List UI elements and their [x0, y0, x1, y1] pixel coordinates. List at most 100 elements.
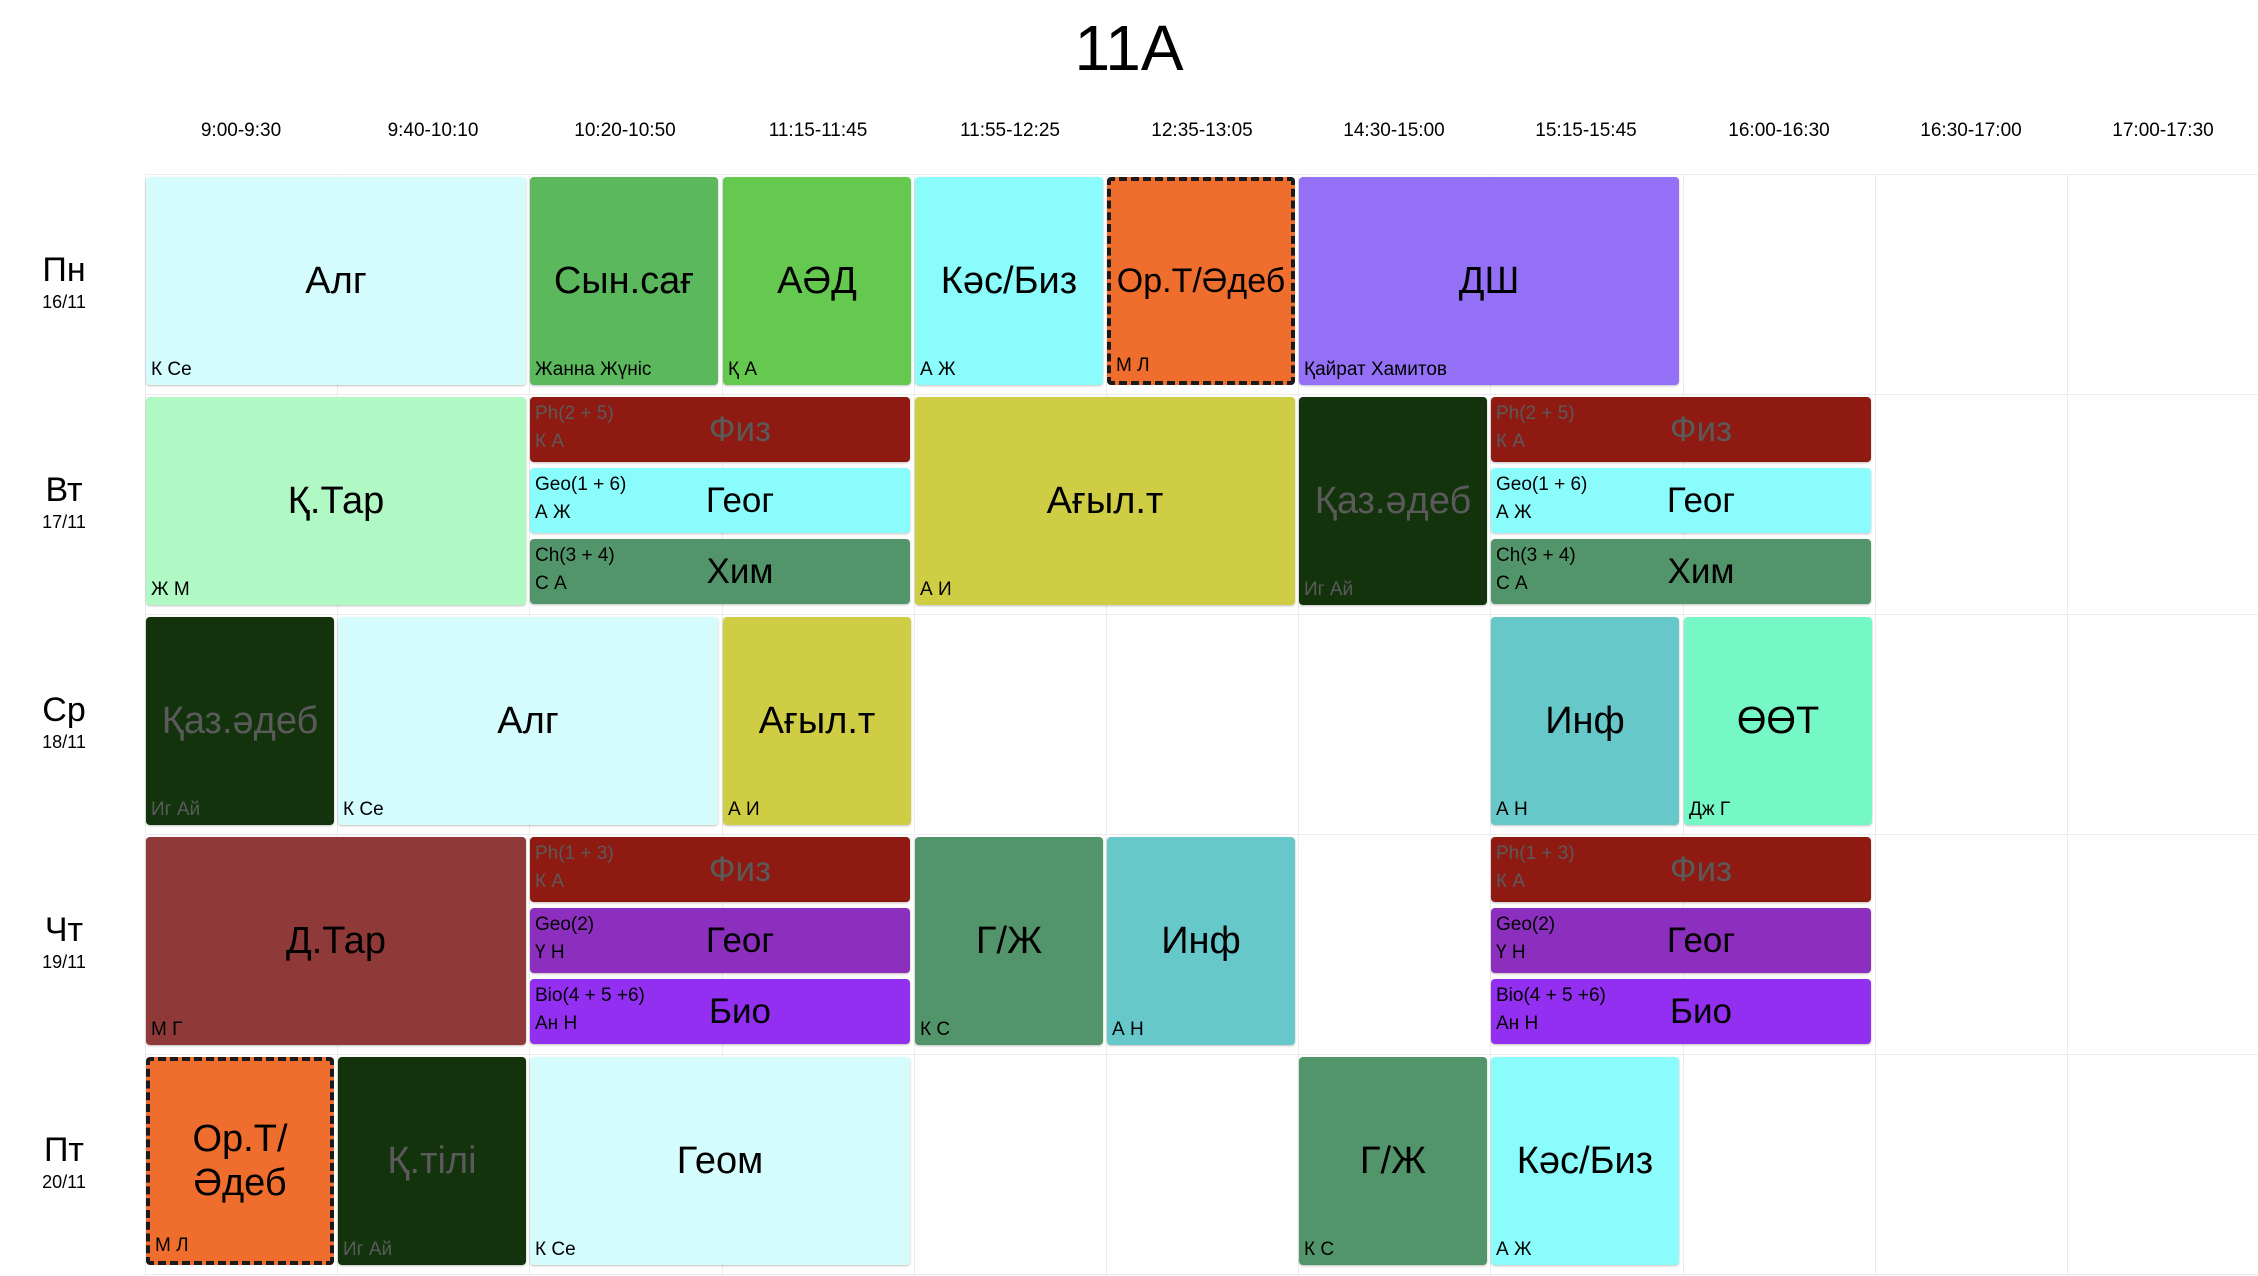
lesson-cell[interactable]: Алг К Се	[338, 617, 718, 825]
lesson-subject: Алг	[305, 260, 367, 302]
lesson-subject: Сын.сағ	[553, 260, 695, 302]
lesson-subject: Геом	[676, 1140, 764, 1182]
day-label: Ср 18/11	[0, 690, 128, 754]
lesson-cell[interactable]: Хим Ch(3 + 4) С А	[530, 539, 910, 604]
lesson-teacher: С А	[535, 573, 567, 594]
lesson-subject: Инф	[1161, 920, 1241, 962]
lesson-cell[interactable]: Ағыл.т А И	[723, 617, 911, 825]
lesson-teacher: Ан Н	[1496, 1013, 1539, 1034]
day-date: 19/11	[42, 952, 86, 972]
day-label: Пн 16/11	[0, 250, 128, 314]
lesson-cell[interactable]: Инф А Н	[1491, 617, 1679, 825]
lesson-group: Geo(1 + 6)	[1496, 474, 1588, 495]
lesson-cell[interactable]: Геог Geo(2) Ү Н	[530, 908, 910, 973]
lesson-teacher: М Л	[1116, 355, 1150, 376]
lesson-subject: Био	[709, 991, 771, 1031]
lesson-subject: АӘД	[777, 260, 857, 302]
lesson-teacher: Ү Н	[1496, 942, 1526, 963]
lesson-cell[interactable]: Физ Ph(2 + 5) К А	[530, 397, 910, 462]
lesson-cell[interactable]: Геом К Се	[530, 1057, 910, 1265]
lesson-cell[interactable]: Сын.сағ Жанна Жүніс	[530, 177, 718, 385]
lesson-teacher: К Се	[535, 1239, 576, 1260]
lesson-teacher: К А	[535, 431, 565, 452]
grid-line-horizontal	[145, 174, 2258, 175]
time-slot-header: 17:00-17:30	[2112, 120, 2214, 141]
lesson-teacher: Қайрат Хамитов	[1304, 359, 1448, 380]
lesson-subject: Био	[1670, 991, 1732, 1031]
lesson-cell[interactable]: Қаз.әдеб Иг Ай	[146, 617, 334, 825]
lesson-teacher: А Н	[1112, 1019, 1144, 1040]
lesson-cell[interactable]: Геог Geo(1 + 6) А Ж	[530, 468, 910, 533]
lesson-cell[interactable]: Хим Ch(3 + 4) С А	[1491, 539, 1871, 604]
lesson-teacher: К А	[1496, 431, 1526, 452]
lesson-cell[interactable]: АӘД Қ А	[723, 177, 911, 385]
lesson-teacher: Қ А	[728, 359, 758, 380]
lesson-cell[interactable]: Ор.Т/Әдеб М Л	[1107, 177, 1295, 385]
lesson-cell[interactable]: Физ Ph(1 + 3) К А	[1491, 837, 1871, 902]
lesson-group: Bio(4 + 5 +6)	[535, 985, 645, 1006]
lesson-teacher: Иг Ай	[343, 1239, 393, 1260]
grid-line-vertical	[145, 174, 146, 1276]
lesson-cell[interactable]: Кәс/Биз А Ж	[915, 177, 1103, 385]
lesson-cell[interactable]: Алг К Се	[146, 177, 526, 385]
day-label: Пт 20/11	[0, 1130, 128, 1194]
lesson-subject: Геог	[705, 920, 775, 960]
lesson-cell[interactable]: Қаз.әдеб Иг Ай	[1299, 397, 1487, 605]
lesson-subject: Кәс/Биз	[940, 260, 1078, 302]
day-name: Пн	[42, 251, 86, 289]
lesson-cell[interactable]: Био Bio(4 + 5 +6) Ан Н	[1491, 979, 1871, 1044]
lesson-teacher: Ан Н	[535, 1013, 578, 1034]
lesson-group: Ph(2 + 5)	[535, 403, 614, 424]
lesson-cell[interactable]: Ағыл.т А И	[915, 397, 1295, 605]
lesson-cell[interactable]: ДШ Қайрат Хамитов	[1299, 177, 1679, 385]
lesson-cell[interactable]: Физ Ph(1 + 3) К А	[530, 837, 910, 902]
lesson-cell[interactable]: Инф А Н	[1107, 837, 1295, 1045]
lesson-cell[interactable]: Кәс/Биз А Ж	[1491, 1057, 1679, 1265]
lesson-cell[interactable]: Геог Geo(2) Ү Н	[1491, 908, 1871, 973]
lesson-subject: Инф	[1545, 700, 1625, 742]
lesson-cell[interactable]: Д.Тар М Г	[146, 837, 526, 1045]
lesson-cell[interactable]: Геог Geo(1 + 6) А Ж	[1491, 468, 1871, 533]
lesson-subject: Қаз.әдеб	[161, 700, 319, 742]
lesson-teacher: К С	[920, 1019, 951, 1040]
lesson-teacher: А Н	[1496, 799, 1528, 820]
lesson-group: Bio(4 + 5 +6)	[1496, 985, 1606, 1006]
lesson-cell[interactable]: Қ.тілі Иг Ай	[338, 1057, 526, 1265]
lesson-group: Ch(3 + 4)	[1496, 545, 1576, 566]
lesson-cell[interactable]: Био Bio(4 + 5 +6) Ан Н	[530, 979, 910, 1044]
lesson-subject: Физ	[1669, 409, 1733, 449]
lesson-subject: Ор.Т/Әдеб	[1116, 262, 1286, 300]
lesson-subject: Г/Ж	[1359, 1140, 1427, 1182]
lesson-teacher: К Се	[343, 799, 384, 820]
lesson-cell[interactable]: Г/Ж К С	[1299, 1057, 1487, 1265]
grid-line-vertical	[337, 174, 338, 1276]
lesson-subject: Қаз.әдеб	[1314, 480, 1472, 522]
lesson-teacher: Иг Ай	[1304, 579, 1354, 600]
grid-line-vertical	[914, 174, 915, 1276]
lesson-teacher: Ү Н	[535, 942, 565, 963]
lesson-subject: Физ	[1669, 849, 1733, 889]
day-label: Чт 19/11	[0, 910, 128, 974]
lesson-subject: Д.Тар	[285, 920, 387, 962]
lesson-group: Ph(1 + 3)	[535, 843, 614, 864]
lesson-group: Ph(2 + 5)	[1496, 403, 1575, 424]
lesson-subject: Геог	[1666, 920, 1736, 960]
lesson-teacher: А И	[728, 799, 760, 820]
day-name: Чт	[44, 911, 84, 949]
lesson-cell[interactable]: Ор.Т/ Әдеб М Л	[146, 1057, 334, 1265]
lesson-cell[interactable]: Физ Ph(2 + 5) К А	[1491, 397, 1871, 462]
lesson-subject: Ағыл.т	[1046, 480, 1164, 522]
time-slot-header: 11:55-12:25	[959, 120, 1060, 141]
lesson-cell[interactable]: Г/Ж К С	[915, 837, 1103, 1045]
lesson-subject: Геог	[705, 480, 775, 520]
grid-line-horizontal	[145, 614, 2258, 615]
lesson-subject: ӨӨТ	[1736, 700, 1820, 742]
day-date: 20/11	[42, 1172, 86, 1192]
lesson-cell[interactable]: ӨӨТ Дж Г	[1684, 617, 1872, 825]
lesson-subject: Физ	[708, 409, 772, 449]
time-slot-header: 9:00-9:30	[200, 120, 282, 141]
lesson-cell[interactable]: Қ.Тар Ж М	[146, 397, 526, 605]
time-slot-header: 16:00-16:30	[1728, 120, 1830, 141]
lesson-teacher: Дж Г	[1689, 799, 1731, 820]
lesson-subject: Алг	[497, 700, 559, 742]
